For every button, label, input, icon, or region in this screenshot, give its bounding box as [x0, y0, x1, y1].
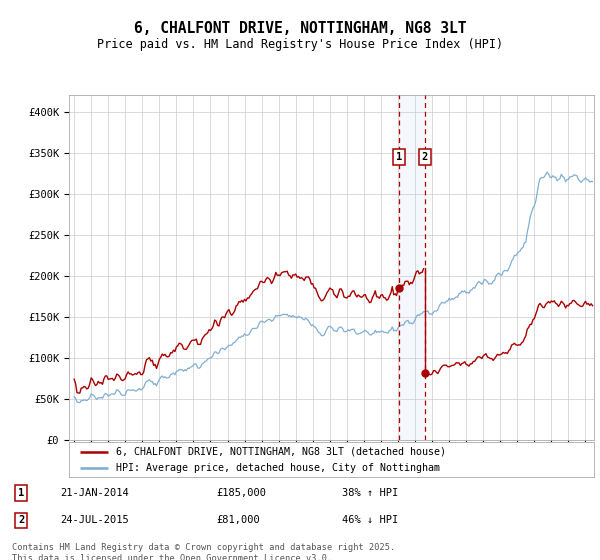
- Text: Contains HM Land Registry data © Crown copyright and database right 2025.
This d: Contains HM Land Registry data © Crown c…: [12, 543, 395, 560]
- Text: £81,000: £81,000: [216, 516, 260, 525]
- Text: 6, CHALFONT DRIVE, NOTTINGHAM, NG8 3LT: 6, CHALFONT DRIVE, NOTTINGHAM, NG8 3LT: [134, 21, 466, 36]
- Text: HPI: Average price, detached house, City of Nottingham: HPI: Average price, detached house, City…: [116, 463, 440, 473]
- Text: 1: 1: [396, 152, 402, 162]
- Text: 38% ↑ HPI: 38% ↑ HPI: [342, 488, 398, 498]
- Text: 1: 1: [18, 488, 24, 498]
- Bar: [399, 95, 425, 440]
- Text: £185,000: £185,000: [216, 488, 266, 498]
- Text: 21-JAN-2014: 21-JAN-2014: [60, 488, 129, 498]
- Text: Price paid vs. HM Land Registry's House Price Index (HPI): Price paid vs. HM Land Registry's House …: [97, 38, 503, 50]
- Text: 6, CHALFONT DRIVE, NOTTINGHAM, NG8 3LT (detached house): 6, CHALFONT DRIVE, NOTTINGHAM, NG8 3LT (…: [116, 447, 446, 457]
- Text: 46% ↓ HPI: 46% ↓ HPI: [342, 516, 398, 525]
- Text: 2: 2: [18, 516, 24, 525]
- Text: 24-JUL-2015: 24-JUL-2015: [60, 516, 129, 525]
- Text: 2: 2: [421, 152, 428, 162]
